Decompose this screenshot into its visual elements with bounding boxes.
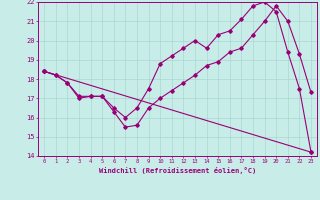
X-axis label: Windchill (Refroidissement éolien,°C): Windchill (Refroidissement éolien,°C) xyxy=(99,167,256,174)
